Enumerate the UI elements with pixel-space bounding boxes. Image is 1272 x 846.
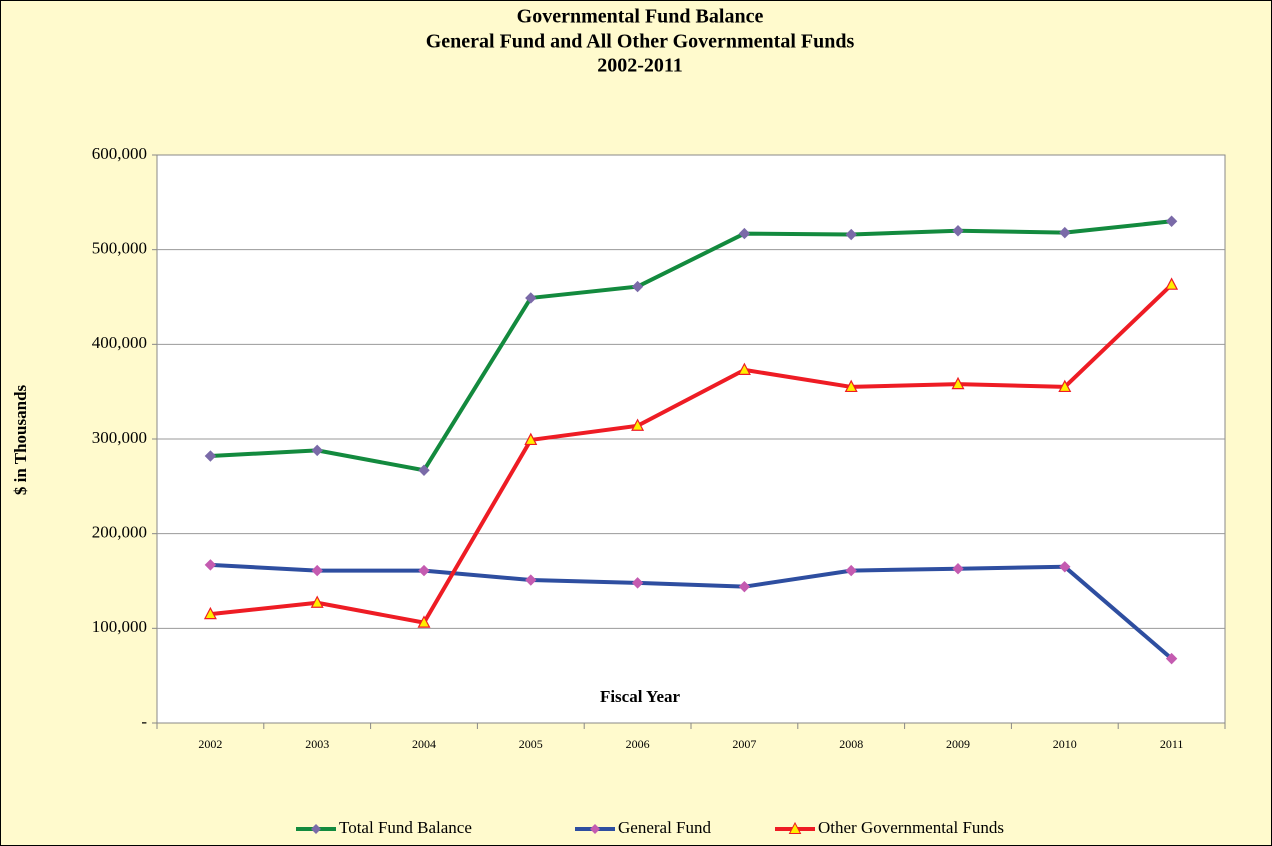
marker xyxy=(1059,561,1071,573)
marker xyxy=(845,564,857,577)
marker xyxy=(631,418,645,431)
x-tick-label: 2011 xyxy=(1160,737,1184,751)
x-tick-label: 2005 xyxy=(519,737,543,751)
marker xyxy=(1165,652,1178,665)
marker xyxy=(1165,215,1178,227)
series-line xyxy=(210,562,1173,661)
marker xyxy=(525,574,537,586)
series-line xyxy=(210,219,1172,473)
x-tick-label: 2002 xyxy=(198,737,222,751)
x-tick-label: 2007 xyxy=(732,737,756,751)
y-tick-label: 300,000 xyxy=(92,428,147,447)
marker xyxy=(631,280,644,293)
y-tick-label: 200,000 xyxy=(92,523,147,542)
chart-subtitle: General Fund and All Other Governmental … xyxy=(426,31,855,53)
x-axis-label: Fiscal Year xyxy=(600,687,681,706)
marker xyxy=(417,615,431,628)
y-tick-label: 100,000 xyxy=(92,617,147,636)
marker xyxy=(418,464,430,476)
marker xyxy=(525,292,537,304)
marker xyxy=(311,564,323,577)
marker xyxy=(952,225,964,237)
marker xyxy=(524,432,538,446)
marker xyxy=(1058,379,1072,393)
y-tick-label: 500,000 xyxy=(92,239,147,258)
y-tick-label: 600,000 xyxy=(92,144,147,163)
legend-label: Other Governmental Funds xyxy=(818,818,1004,837)
x-tick-label: 2008 xyxy=(839,737,863,751)
marker xyxy=(203,606,217,620)
chart-subtitle: 2002-2011 xyxy=(597,55,683,77)
y-tick-label: 400,000 xyxy=(92,333,147,352)
marker xyxy=(738,227,751,240)
marker xyxy=(418,564,430,577)
y-axis-label: $ in Thousands xyxy=(11,384,30,495)
marker xyxy=(845,228,857,241)
x-tick-label: 2010 xyxy=(1053,737,1077,751)
marker xyxy=(204,450,217,462)
legend-label: General Fund xyxy=(618,818,712,837)
marker xyxy=(952,562,964,575)
y-tick-label: - xyxy=(141,712,147,731)
marker xyxy=(951,376,965,390)
x-tick-label: 2006 xyxy=(626,737,650,751)
marker xyxy=(311,444,323,457)
series-line xyxy=(210,283,1173,625)
legend-marker xyxy=(311,824,321,834)
marker xyxy=(631,577,644,589)
marker xyxy=(1165,277,1179,290)
x-tick-label: 2009 xyxy=(946,737,970,751)
chart-title: Governmental Fund Balance xyxy=(517,6,764,28)
legend-label: Total Fund Balance xyxy=(339,818,472,837)
marker xyxy=(738,580,751,593)
marker xyxy=(310,595,324,608)
x-tick-label: 2003 xyxy=(305,737,329,751)
marker xyxy=(844,379,858,393)
legend-marker xyxy=(788,821,802,834)
legend-marker xyxy=(590,824,600,834)
marker xyxy=(1059,226,1071,239)
x-tick-label: 2004 xyxy=(412,737,436,751)
marker xyxy=(737,362,751,375)
marker xyxy=(204,559,217,571)
